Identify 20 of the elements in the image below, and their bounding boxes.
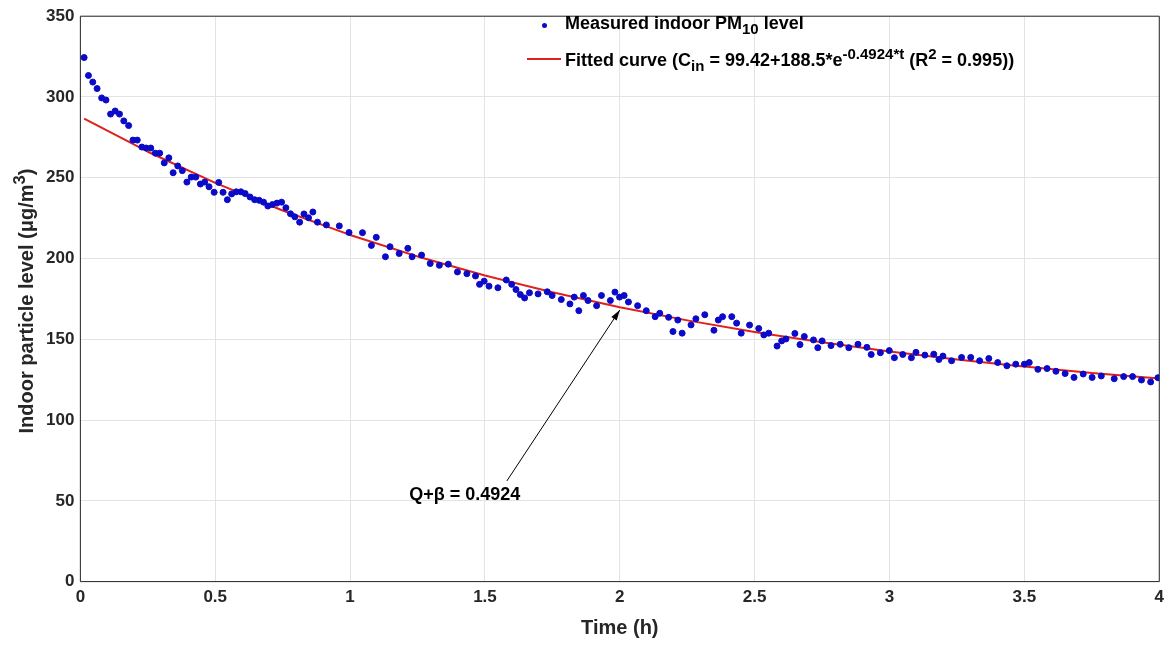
x-tick-label: 3.5 bbox=[1012, 587, 1037, 607]
y-tick-label: 350 bbox=[45, 5, 75, 25]
x-tick-label: 4 bbox=[1154, 587, 1165, 607]
annotation: Q+β = 0.4924 bbox=[409, 483, 521, 504]
legend-label: Fitted curve (C$_{in}$ = 99.42+188.5*e$^{-0.4924*t}$ (R$^{2}$ = 0.995)) bbox=[565, 44, 1015, 74]
y-tick-label: 100 bbox=[45, 409, 75, 429]
y-tick-label: 150 bbox=[45, 328, 75, 348]
x-tick-label: 0.5 bbox=[203, 587, 228, 607]
x-tick-label: 2.5 bbox=[742, 587, 767, 607]
y-tick-label: 50 bbox=[55, 490, 75, 510]
x-tick-label: 2 bbox=[615, 587, 625, 607]
y-tick-label: 0 bbox=[64, 571, 75, 591]
x-tick-label: 1 bbox=[345, 587, 355, 607]
y-tick-label: 200 bbox=[45, 248, 75, 268]
legend-label: Measured indoor PM$_{10}$ level bbox=[565, 13, 804, 37]
x-tick-label: 1.5 bbox=[473, 587, 497, 607]
x-tick-label: 3 bbox=[884, 587, 895, 607]
y-tick-label: 250 bbox=[45, 167, 75, 187]
x-axis-title: Time (h) bbox=[581, 615, 659, 638]
y-tick-label: 300 bbox=[45, 86, 75, 106]
